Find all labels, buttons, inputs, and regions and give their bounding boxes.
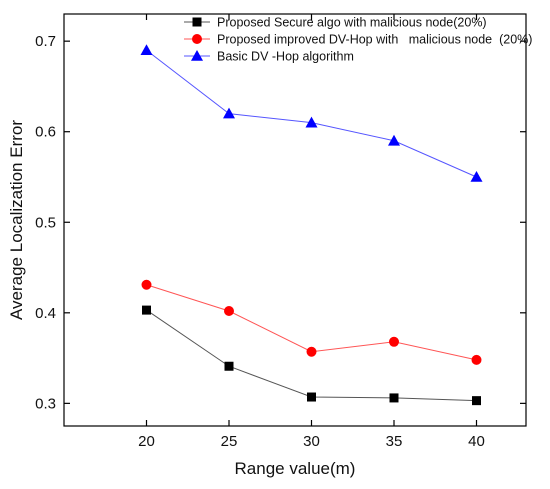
y-tick-label: 0.6	[35, 124, 56, 141]
legend-marker	[191, 50, 203, 61]
x-tick-label: 25	[221, 433, 238, 450]
x-tick-label: 35	[386, 433, 403, 450]
legend-label: Proposed Secure algo with malicious node…	[217, 16, 487, 30]
x-tick-label: 30	[303, 433, 320, 450]
legend-marker	[192, 17, 202, 27]
x-tick-label: 40	[468, 433, 485, 450]
data-point	[223, 107, 235, 119]
data-point	[471, 354, 482, 365]
data-point	[388, 134, 400, 146]
series-square	[142, 305, 481, 406]
y-tick-label: 0.4	[35, 305, 56, 322]
data-point	[305, 116, 318, 128]
y-tick-label: 0.5	[35, 214, 56, 231]
legend-marker	[192, 34, 202, 44]
series-layer	[140, 44, 483, 406]
data-point	[472, 396, 481, 406]
data-point	[306, 346, 317, 357]
data-point	[470, 170, 483, 182]
data-point	[224, 361, 234, 371]
legend-label: Basic DV -Hop algorithm	[217, 50, 354, 64]
x-tick-label: 20	[138, 433, 155, 450]
data-point	[142, 305, 151, 315]
y-tick-label: 0.3	[35, 395, 56, 412]
data-point	[141, 279, 152, 290]
data-point	[224, 306, 234, 317]
data-point	[389, 336, 399, 347]
legend-label: Proposed improved DV-Hop with malicious …	[217, 33, 532, 47]
y-tick-label: 0.7	[35, 33, 56, 50]
data-point	[140, 44, 153, 56]
plot-area	[63, 13, 527, 427]
data-point	[307, 392, 316, 402]
y-axis-title: Average Localization Error	[7, 120, 26, 320]
x-axis: 20 25 30 35 40	[138, 14, 485, 450]
series-circle	[141, 279, 482, 365]
data-point	[389, 393, 399, 403]
legend: Proposed Secure algo with malicious node…	[184, 16, 532, 64]
plot-frame	[63, 13, 527, 427]
x-axis-title: Range value(m)	[235, 459, 356, 478]
series-triangle	[140, 44, 483, 182]
series-line	[146, 49, 477, 178]
y-axis: 0.3 0.4 0.5 0.6 0.7	[35, 33, 526, 412]
